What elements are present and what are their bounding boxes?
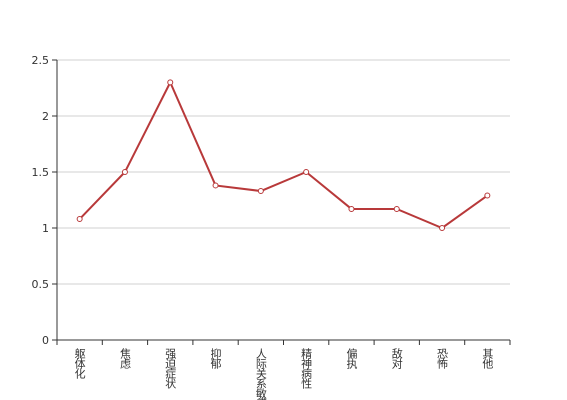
x-tick-label: 强迫症状 <box>164 348 177 389</box>
x-tick-label: 抑郁 <box>209 347 222 369</box>
x-tick-label: 偏执 <box>345 347 358 370</box>
x-tick-label: 其他 <box>481 348 494 369</box>
point <box>303 169 310 175</box>
point <box>76 216 83 223</box>
point <box>393 205 400 212</box>
point <box>484 192 491 199</box>
y-tick-label: 0 <box>42 334 49 347</box>
point <box>348 205 355 212</box>
y-tick-label: 1.5 <box>32 166 50 179</box>
x-tick-label: 恐怖 <box>436 348 449 369</box>
x-tick-label: 焦虑 <box>118 348 131 369</box>
x-tick-label: 人际关系敏感 <box>254 348 267 400</box>
point <box>167 79 174 86</box>
x-tick-label: 敌对 <box>390 347 403 369</box>
y-tick-label: 1 <box>42 222 49 235</box>
point <box>439 225 446 231</box>
y-tick-label: 2 <box>42 110 49 123</box>
point <box>121 169 128 175</box>
y-tick-label: 2.5 <box>32 54 50 67</box>
point <box>257 188 264 195</box>
line <box>78 80 488 230</box>
x-tick-label: 躯体化 <box>73 348 86 380</box>
x-tick-label: 精神病性 <box>300 348 313 390</box>
y-tick-label: 0.5 <box>32 278 50 291</box>
point <box>212 182 219 189</box>
